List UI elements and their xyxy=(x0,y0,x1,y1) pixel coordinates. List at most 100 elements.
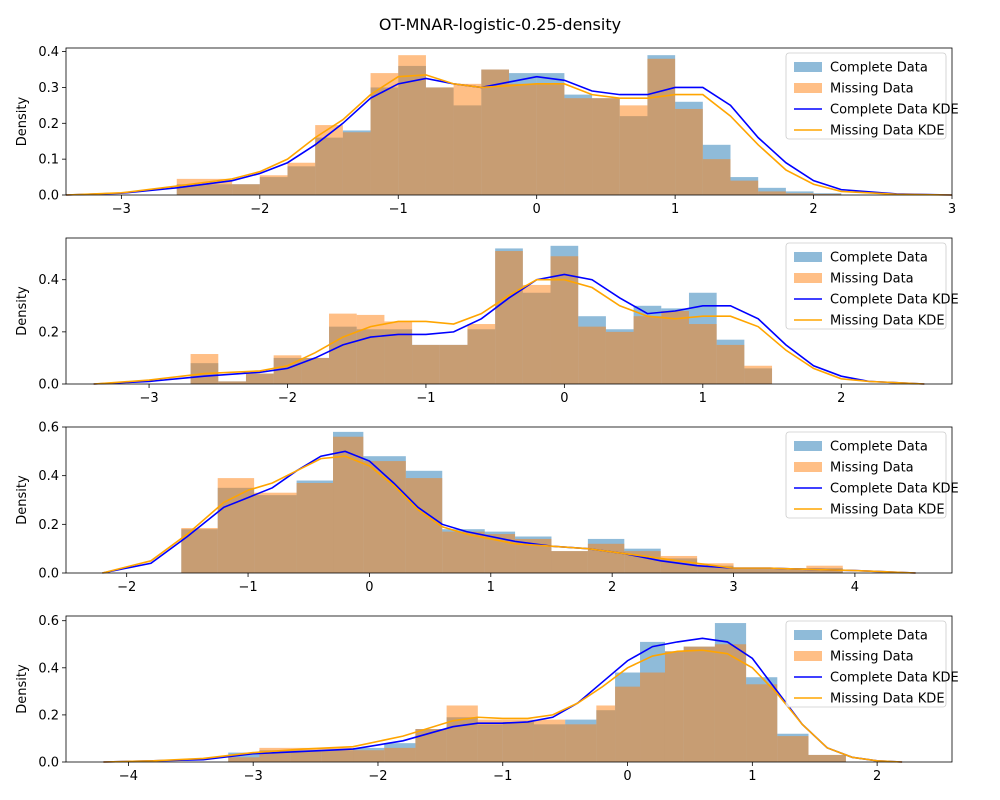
missing-kde-line xyxy=(93,278,925,385)
histogram-bar xyxy=(287,162,316,195)
histogram-bar xyxy=(758,191,786,195)
histogram-bar xyxy=(533,719,566,762)
legend-swatch xyxy=(794,651,822,661)
histogram-bar xyxy=(190,354,219,384)
histogram-bar xyxy=(412,344,440,384)
x-tick-label: 2 xyxy=(873,769,881,784)
x-tick-label: 0 xyxy=(533,202,541,217)
legend-label: Complete Data xyxy=(830,61,928,76)
legend-label: Complete Data xyxy=(830,629,928,644)
histogram-bar xyxy=(363,461,406,573)
histogram-bar xyxy=(495,251,523,384)
figure-title: OT-MNAR-logistic-0.25-density xyxy=(379,15,621,34)
histogram-bar xyxy=(808,754,846,762)
legend: Complete Data Missing Data Complete Data K… xyxy=(785,242,959,330)
missing-data-bars xyxy=(190,251,773,384)
histogram-bar xyxy=(785,193,814,195)
histogram-bar xyxy=(481,69,509,195)
x-tick-label: 2 xyxy=(809,202,817,217)
histogram-bar xyxy=(342,132,371,195)
histogram-bar xyxy=(509,83,537,195)
legend-label: Complete Data KDE xyxy=(830,671,959,686)
histogram-bar xyxy=(733,568,770,573)
histogram-bar xyxy=(746,684,778,762)
histogram-bar xyxy=(536,83,565,195)
histogram-bar xyxy=(744,365,773,384)
y-axis-label: Density xyxy=(15,664,30,714)
legend-label: Complete Data xyxy=(830,251,928,266)
legend-swatch xyxy=(794,252,822,262)
legend-label: Missing Data KDE xyxy=(830,503,945,518)
x-tick-label: 1 xyxy=(699,391,707,406)
legend-box xyxy=(785,242,947,330)
axes-frame xyxy=(65,47,953,196)
histogram-bar xyxy=(716,344,745,384)
legend-swatch xyxy=(794,630,822,640)
axes-frame xyxy=(65,237,953,385)
histogram-bar xyxy=(647,58,676,196)
legend-swatch xyxy=(794,441,822,451)
y-tick-label: 0.0 xyxy=(38,189,59,204)
histogram-bar xyxy=(477,719,503,762)
missing-data-bars xyxy=(176,55,842,196)
y-tick-label: 0.4 xyxy=(38,273,59,288)
x-tick-label: 0 xyxy=(560,391,568,406)
x-tick-label: 0 xyxy=(365,580,373,595)
histogram-bar xyxy=(550,256,579,384)
histogram-bar xyxy=(254,492,297,573)
histogram-bar xyxy=(785,191,814,195)
y-tick-label: 0.4 xyxy=(38,661,59,676)
x-tick-label: −4 xyxy=(119,769,138,784)
x-tick-label: −3 xyxy=(244,769,263,784)
histogram-bar xyxy=(301,357,330,384)
x-tick-label: −1 xyxy=(389,202,408,217)
histogram-bar xyxy=(619,105,648,195)
y-tick-label: 0.1 xyxy=(38,153,59,168)
x-tick-label: −3 xyxy=(139,391,158,406)
histogram-bar xyxy=(615,686,641,762)
x-tick-label: −1 xyxy=(493,769,512,784)
histogram-bar xyxy=(502,719,534,762)
histogram-bar xyxy=(217,478,255,573)
histogram-bar xyxy=(592,98,620,195)
histogram-bar xyxy=(578,326,606,384)
x-tick-label: −1 xyxy=(238,580,257,595)
legend-swatch xyxy=(794,462,822,472)
histogram-bar xyxy=(232,184,260,195)
x-tick-label: 0 xyxy=(623,769,631,784)
missing-data-bars xyxy=(228,644,846,762)
x-tick-label: −1 xyxy=(416,391,435,406)
subplot-1: −3 −2 −1 0 1 2 3 0.0 0.1 0.2 0.3 0.4 Density Complete… xyxy=(15,45,959,217)
histogram-bar xyxy=(633,316,662,384)
histogram-bar xyxy=(384,747,416,762)
subplots: −3 −2 −1 0 1 2 3 0.0 0.1 0.2 0.3 0.4 Density Complete… xyxy=(15,45,959,784)
legend: Complete Data Missing Data Complete Data K… xyxy=(785,431,959,519)
histogram-bar xyxy=(640,672,665,762)
histogram-bar xyxy=(596,705,616,762)
histogram-bar xyxy=(453,83,482,195)
legend-label: Missing Data KDE xyxy=(830,124,945,139)
legend-label: Missing Data xyxy=(830,650,914,665)
y-tick-label: 0.0 xyxy=(38,567,59,582)
histogram-bar xyxy=(702,159,731,195)
missing-kde-line xyxy=(102,455,916,574)
subplot-4: −4 −3 −2 −1 0 1 2 0.0 0.2 0.4 0.6 Density Complete D… xyxy=(15,614,959,784)
y-tick-label: 0.4 xyxy=(38,45,59,60)
histogram-bar xyxy=(384,321,413,384)
legend-swatch xyxy=(794,273,822,283)
histogram-bar xyxy=(683,646,715,762)
legend-swatch xyxy=(794,83,822,93)
y-tick-label: 0.2 xyxy=(38,325,59,340)
histogram-bar xyxy=(405,478,443,573)
histogram-bar xyxy=(730,180,759,195)
histogram-bar xyxy=(565,724,597,762)
x-tick-label: 1 xyxy=(671,202,679,217)
axes-frame xyxy=(65,615,953,763)
x-tick-label: 3 xyxy=(729,580,737,595)
histogram-bar xyxy=(315,125,343,195)
legend-label: Complete Data KDE xyxy=(830,293,959,308)
legend-label: Complete Data xyxy=(830,440,928,455)
histogram-bar xyxy=(321,747,354,762)
missing-data-bars xyxy=(181,436,843,573)
